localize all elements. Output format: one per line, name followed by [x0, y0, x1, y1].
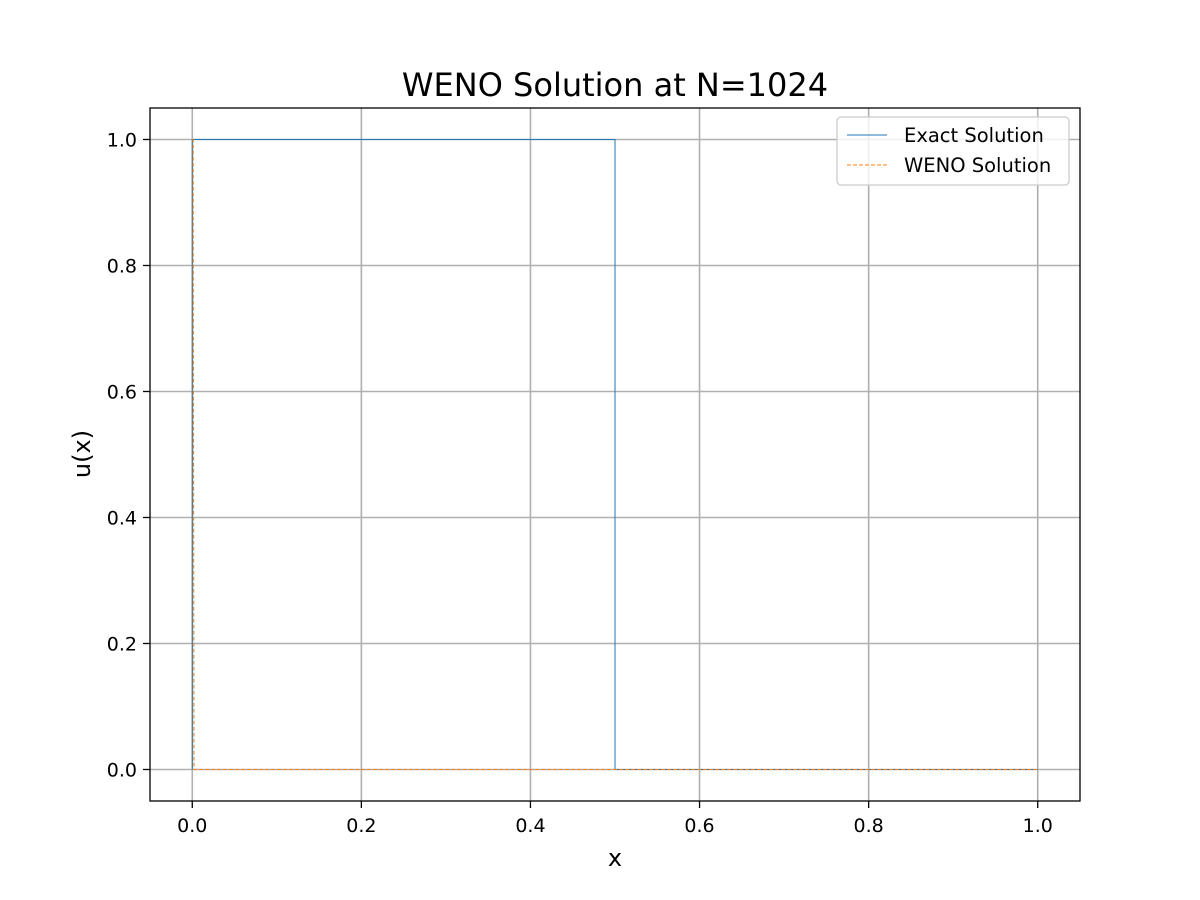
legend: Exact Solution WENO Solution — [836, 116, 1070, 186]
legend-box — [836, 116, 1070, 186]
axes-frame — [149, 107, 1081, 802]
legend-label-exact-solution: Exact Solution — [904, 124, 1044, 147]
x-tick-label: 0.4 — [515, 815, 545, 837]
chart-title: WENO Solution at N=1024 — [402, 66, 828, 104]
series-line-exact-solution — [191, 139, 1038, 770]
y-tick-label: 1.0 — [107, 130, 137, 152]
x-tick-label: 0.2 — [346, 815, 376, 837]
y-tick-label: 0.4 — [107, 508, 137, 530]
axis-ticks: 0.0 0.2 0.4 0.6 0.8 1.0 0.0 0.2 0.4 0.6 0.8 1.0 — [107, 130, 1053, 838]
y-tick-label: 0.2 — [107, 634, 137, 656]
x-tick-label: 0.6 — [684, 815, 714, 837]
x-tick-label: 1.0 — [1023, 815, 1053, 837]
x-tick-label: 0.0 — [177, 815, 207, 837]
plot-lines — [191, 138, 1038, 771]
y-tick-label: 0.6 — [107, 382, 137, 404]
legend-label-weno-solution: WENO Solution — [904, 154, 1051, 177]
y-axis-label: u(x) — [68, 430, 96, 478]
x-tick-label: 0.8 — [854, 815, 884, 837]
x-axis-label: x — [608, 844, 622, 872]
y-tick-label: 0.8 — [107, 256, 137, 278]
y-tick-label: 0.0 — [107, 760, 137, 782]
series-line-weno-solution — [192, 138, 1038, 771]
